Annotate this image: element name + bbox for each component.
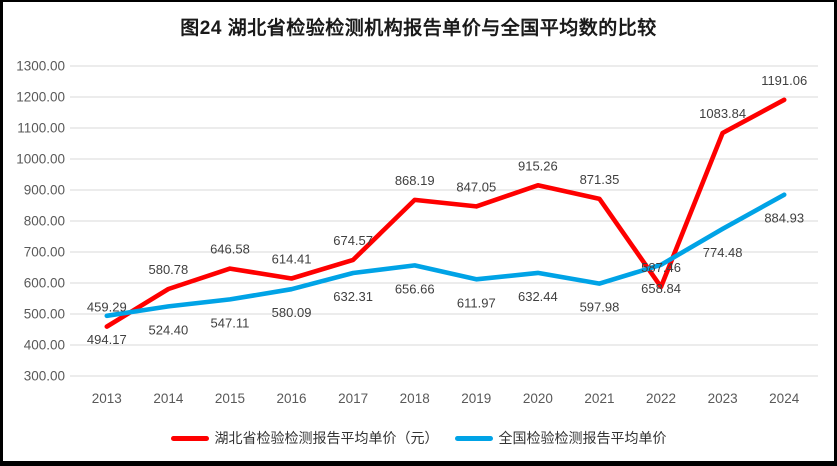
data-label-series-0: 459.29 <box>87 300 127 315</box>
data-label-series-1: 580.09 <box>272 305 312 320</box>
y-axis-tick-label: 300.00 <box>24 369 65 384</box>
series-line-0 <box>104 97 787 329</box>
x-axis-tick-label: 2018 <box>400 391 430 406</box>
data-label-series-1: 494.17 <box>87 332 127 347</box>
legend-item-1: 全国检验检测报告平均单价 <box>454 428 667 448</box>
data-label-series-0: 847.05 <box>456 179 496 194</box>
x-axis-tick-label: 2013 <box>92 391 122 406</box>
line-chart-plot-area: 1300.00 1200.00 1100.00 1000.00 900.00 800.00… <box>16 59 818 406</box>
y-axis-tick-label: 600.00 <box>24 276 65 291</box>
x-axis-tick-label: 2017 <box>338 391 368 406</box>
x-axis-tick-label: 2014 <box>153 391 184 406</box>
legend-line-swatch-1 <box>454 435 493 441</box>
x-axis-tick-label: 2020 <box>523 391 553 406</box>
x-axis-tick-label: 2023 <box>708 391 738 406</box>
chart-title: 图24 湖北省检验检测机构报告单价与全国平均数的比较 <box>180 18 657 39</box>
y-axis-tick-label: 1100.00 <box>17 121 65 136</box>
chart-legend: 湖北省检验检测报告平均单价（元） 全国检验检测报告平均单价 <box>3 428 834 448</box>
data-label-series-1: 597.98 <box>580 300 620 315</box>
data-label-series-1: 547.11 <box>211 315 250 330</box>
data-label-series-1: 774.48 <box>703 245 743 260</box>
y-axis-tick-label: 700.00 <box>24 245 65 260</box>
data-label-series-0: 871.35 <box>580 172 620 187</box>
x-axis-tick-label: 2022 <box>646 391 676 406</box>
data-label-series-1: 656.66 <box>395 281 435 296</box>
series-line-1 <box>104 192 787 319</box>
y-axis-tick-label: 500.00 <box>24 307 65 322</box>
data-label-series-0: 587.46 <box>641 260 681 275</box>
data-label-series-1: 524.40 <box>148 322 188 337</box>
data-label-series-1: 658.84 <box>641 281 681 296</box>
data-label-series-0: 674.57 <box>333 233 373 248</box>
x-axis-tick-label: 2024 <box>769 391 800 406</box>
data-label-series-0: 1191.06 <box>761 73 807 88</box>
x-axis-tick-label: 2021 <box>584 391 614 406</box>
y-axis-tick-label: 1200.00 <box>16 90 65 105</box>
y-axis-tick-label: 1000.00 <box>16 152 65 167</box>
y-axis-tick-label: 400.00 <box>24 338 65 353</box>
data-label-series-0: 1083.84 <box>699 106 746 121</box>
data-label-series-0: 580.78 <box>148 262 188 277</box>
x-axis-tick-label: 2016 <box>277 391 307 406</box>
data-label-series-1: 884.93 <box>764 211 804 226</box>
data-label-series-1: 632.31 <box>333 289 373 304</box>
y-axis-tick-label: 800.00 <box>24 214 65 229</box>
x-axis-tick-label: 2015 <box>215 391 245 406</box>
legend-label-1: 全国检验检测报告平均单价 <box>498 430 667 446</box>
y-axis-tick-label: 1300.00 <box>16 59 65 74</box>
data-label-series-1: 611.97 <box>457 295 496 310</box>
data-label-series-0: 646.58 <box>210 242 250 257</box>
data-label-series-0: 915.26 <box>518 158 558 173</box>
x-axis-tick-label: 2019 <box>461 391 491 406</box>
y-axis-tick-label: 900.00 <box>24 183 65 198</box>
legend-line-swatch-0 <box>170 435 209 441</box>
data-label-series-0: 868.19 <box>395 173 435 188</box>
data-label-series-0: 614.41 <box>272 252 312 267</box>
data-label-series-1: 632.44 <box>518 289 558 304</box>
legend-item-0: 湖北省检验检测报告平均单价（元） <box>170 428 439 448</box>
legend-label-0: 湖北省检验检测报告平均单价（元） <box>214 430 439 446</box>
